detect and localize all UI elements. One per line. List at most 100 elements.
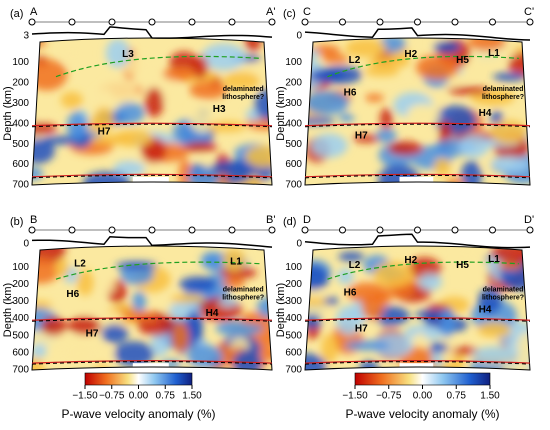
discontinuity bbox=[304, 360, 531, 364]
section-start: B bbox=[30, 214, 37, 226]
anomaly bbox=[32, 138, 55, 164]
anomaly bbox=[68, 316, 101, 335]
marker bbox=[376, 18, 384, 26]
anomaly bbox=[162, 67, 196, 82]
marker bbox=[228, 18, 236, 26]
marker bbox=[301, 226, 309, 234]
annotation: H6 bbox=[66, 289, 79, 300]
outline bbox=[304, 245, 531, 371]
marker bbox=[68, 226, 76, 234]
anomaly bbox=[179, 276, 217, 293]
anomaly bbox=[492, 72, 527, 82]
discontinuity bbox=[304, 173, 531, 178]
y-tick-label: 100 bbox=[285, 262, 302, 273]
section-start: D bbox=[303, 214, 311, 226]
masked bbox=[399, 176, 434, 185]
anomaly bbox=[461, 160, 482, 185]
anomaly bbox=[455, 246, 481, 264]
y-tick-label: 0 bbox=[296, 31, 302, 42]
y-tick-label: 700 bbox=[285, 180, 302, 191]
colorbar-tick-label: 0.75 bbox=[156, 391, 176, 402]
anomaly bbox=[472, 346, 518, 363]
anomaly bbox=[189, 80, 228, 99]
topography bbox=[31, 26, 273, 39]
marker bbox=[148, 18, 156, 26]
y-tick-label: 500 bbox=[285, 330, 302, 341]
marker bbox=[268, 226, 276, 234]
marker bbox=[489, 226, 496, 234]
y-axis-label: Depth (km) bbox=[275, 86, 287, 140]
anomaly bbox=[223, 71, 261, 90]
anomaly bbox=[244, 38, 262, 51]
marker bbox=[526, 226, 534, 234]
y-tick-label: 500 bbox=[12, 139, 29, 150]
discontinuity bbox=[31, 174, 273, 179]
anomaly bbox=[60, 91, 83, 109]
annotation: H5 bbox=[456, 55, 469, 66]
anomaly bbox=[91, 134, 135, 146]
y-tick-label: 600 bbox=[285, 159, 302, 170]
y-axis-label: Depth (km) bbox=[2, 86, 14, 140]
y-tick-label: 400 bbox=[285, 313, 302, 324]
y-tick-label: 400 bbox=[12, 118, 29, 129]
note: delaminated lithosphere? bbox=[222, 86, 264, 101]
y-tick-label: 100 bbox=[12, 57, 29, 68]
anomaly bbox=[222, 248, 246, 272]
anomaly bbox=[490, 156, 530, 173]
discontinuity bbox=[304, 317, 531, 321]
anomaly bbox=[207, 121, 247, 133]
y-tick-label: 100 bbox=[285, 57, 302, 68]
anomaly bbox=[447, 86, 490, 95]
marker bbox=[451, 18, 459, 26]
marker bbox=[28, 226, 36, 234]
anomaly bbox=[418, 273, 443, 291]
y-tick-label: 200 bbox=[285, 279, 302, 290]
anomaly bbox=[477, 321, 512, 338]
anomaly bbox=[467, 38, 507, 51]
anomaly bbox=[305, 314, 322, 329]
y-tick-label: 300 bbox=[285, 98, 302, 109]
y-tick-label: 200 bbox=[285, 77, 302, 88]
y-tick-label: 400 bbox=[12, 313, 29, 324]
annotation: L3 bbox=[122, 49, 134, 60]
y-tick-label: 300 bbox=[285, 296, 302, 307]
y-tick-label: 200 bbox=[12, 77, 29, 88]
y-tick-label: 600 bbox=[12, 347, 29, 358]
annotation: H4 bbox=[479, 305, 492, 316]
y-tick-label: 3 bbox=[23, 31, 29, 42]
annotation: H7 bbox=[98, 127, 111, 138]
discontinuity bbox=[304, 361, 531, 365]
marker bbox=[28, 18, 36, 26]
anomaly bbox=[319, 66, 362, 84]
y-tick-label: 500 bbox=[12, 330, 29, 341]
anomaly bbox=[428, 342, 449, 353]
annotation: H7 bbox=[86, 329, 99, 340]
y-tick-label: 700 bbox=[12, 365, 29, 376]
anomaly bbox=[215, 320, 263, 337]
colorbar-tick-label: 1.50 bbox=[182, 391, 202, 402]
colorbar-label: P-wave velocity anomaly (%) bbox=[61, 407, 215, 421]
panel-letter: (a) bbox=[10, 8, 23, 20]
anomaly bbox=[32, 59, 68, 91]
anomaly bbox=[66, 111, 88, 142]
anomaly bbox=[62, 41, 84, 65]
anomaly bbox=[372, 333, 414, 358]
topography bbox=[31, 235, 273, 248]
anomaly bbox=[406, 103, 440, 128]
masked bbox=[132, 176, 169, 185]
marker bbox=[414, 18, 421, 26]
anomaly bbox=[150, 329, 170, 357]
anomaly bbox=[64, 334, 89, 367]
colorbar-tick-label: 1.50 bbox=[480, 391, 500, 402]
annotation: L1 bbox=[230, 257, 242, 268]
tomography bbox=[32, 38, 272, 185]
anomaly bbox=[100, 276, 116, 294]
y-tick-label: 500 bbox=[285, 139, 302, 150]
y-tick-label: 0 bbox=[296, 239, 302, 250]
anomaly bbox=[170, 293, 205, 304]
anomaly bbox=[373, 292, 392, 305]
anomaly bbox=[186, 344, 223, 369]
annotation: H4 bbox=[479, 108, 492, 119]
panel-letter: (b) bbox=[10, 216, 23, 228]
